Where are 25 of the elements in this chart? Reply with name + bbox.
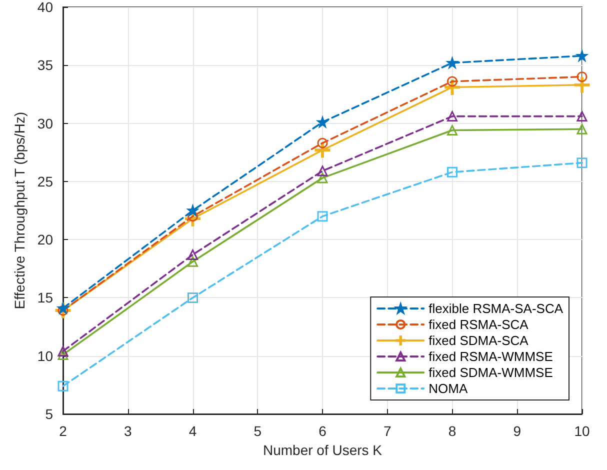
x-tick-label: 5: [254, 423, 262, 439]
x-tick-label: 7: [383, 423, 392, 439]
y-tick-label: 15: [37, 290, 54, 306]
x-axis-title: Number of Users K: [262, 442, 383, 458]
y-tick-label: 30: [37, 115, 54, 132]
y-tick-label: 5: [45, 406, 54, 422]
x-tick-label: 4: [188, 423, 197, 439]
x-tick-label: 10: [574, 423, 590, 439]
legend-label: NOMA: [428, 381, 468, 396]
y-axis-title: Effective Throughput T (bps/Hz): [12, 112, 28, 310]
legend-label: flexible RSMA-SA-SCA: [428, 301, 564, 316]
x-tick-label: 3: [124, 423, 132, 439]
x-tick-label: 9: [513, 423, 522, 439]
x-tick-label: 8: [448, 423, 456, 439]
x-tick-label: 2: [59, 423, 68, 439]
y-tick-label: 10: [37, 348, 54, 364]
legend-label: fixed RSMA-SCA: [428, 317, 529, 332]
y-tick-label: 25: [37, 173, 54, 190]
legend-label: fixed SDMA-SCA: [428, 333, 529, 348]
legend-label: fixed SDMA-WMMSE: [428, 365, 554, 380]
y-tick-label: 40: [37, 0, 54, 15]
x-tick-label: 6: [318, 423, 327, 439]
y-tick-label: 20: [37, 232, 54, 248]
legend-label: fixed RSMA-WMMSE: [428, 349, 554, 364]
y-tick-label: 35: [37, 57, 54, 74]
